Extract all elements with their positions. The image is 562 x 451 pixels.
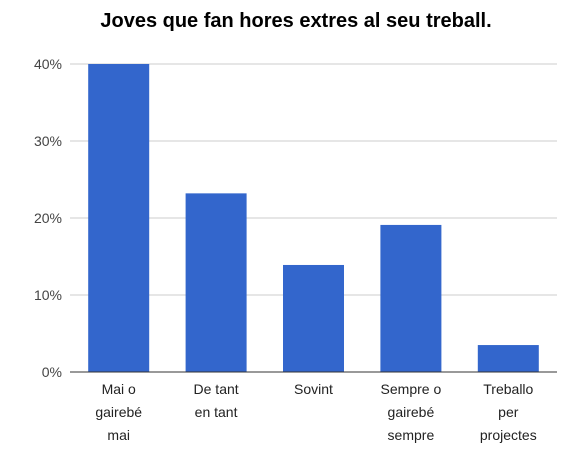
bars bbox=[88, 64, 539, 372]
y-tick-label: 10% bbox=[34, 287, 62, 303]
bar bbox=[185, 193, 247, 372]
y-tick-label: 30% bbox=[34, 133, 62, 149]
bar bbox=[380, 224, 442, 372]
x-tick-label: Treballo per projectes bbox=[480, 381, 537, 443]
y-tick-label: 20% bbox=[34, 210, 62, 226]
x-tick-label: Sovint bbox=[294, 381, 333, 397]
bar bbox=[283, 264, 344, 372]
bar bbox=[88, 64, 150, 372]
chart-title: Joves que fan hores extres al seu trebal… bbox=[100, 10, 492, 32]
y-tick-label: 40% bbox=[34, 56, 62, 72]
x-tick-label: Mai o gairebé mai bbox=[95, 381, 142, 443]
x-tick-label: Sempre o gairebé sempre bbox=[381, 381, 442, 443]
y-axis-ticks: 0% 10% 20% 30% 40% bbox=[34, 56, 62, 380]
bar bbox=[477, 345, 539, 372]
x-axis-labels: Mai o gairebé mai De tant en tant Sovint Sempr… bbox=[95, 381, 536, 443]
x-tick-label: De tant en tant bbox=[194, 381, 239, 420]
y-tick-label: 0% bbox=[42, 364, 62, 380]
